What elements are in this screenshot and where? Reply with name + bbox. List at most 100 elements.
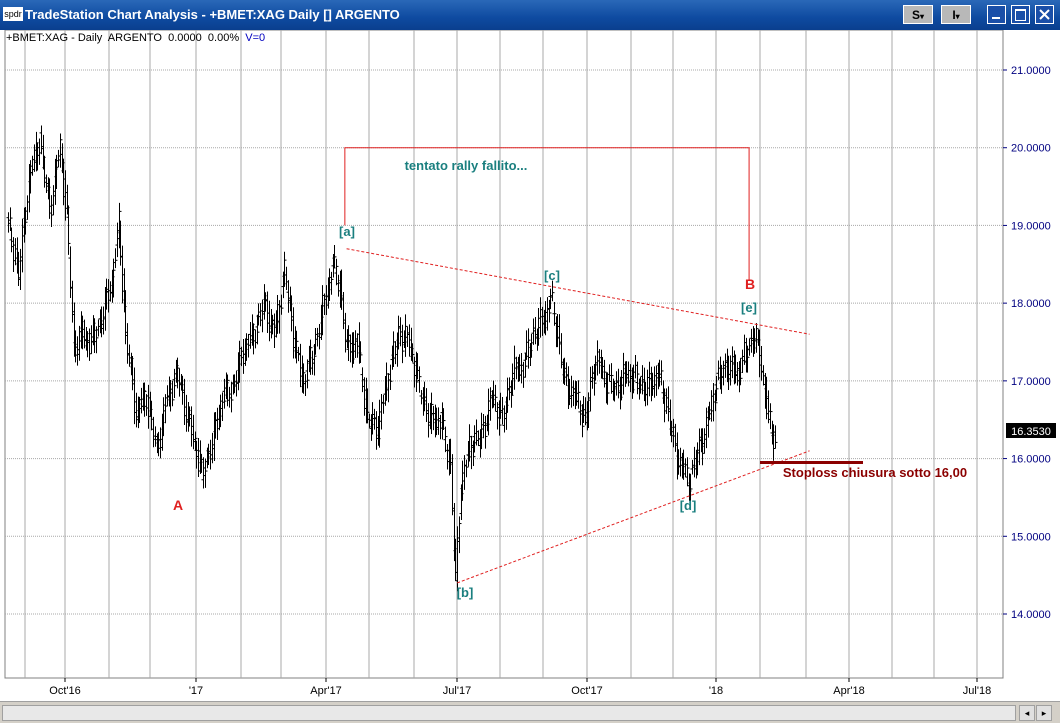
y-tick-label: 16.0000 bbox=[1011, 454, 1051, 466]
minimize-button[interactable] bbox=[987, 5, 1006, 24]
ohlc-bar bbox=[225, 374, 230, 407]
ohlc-bar bbox=[400, 324, 405, 364]
x-tick-label: '17 bbox=[189, 685, 203, 697]
last-price-box bbox=[1006, 423, 1056, 438]
ohlc-bar bbox=[34, 131, 39, 172]
ohlc-bar bbox=[441, 408, 446, 430]
horizontal-scrollbar[interactable]: ◂ ▸ bbox=[0, 701, 1060, 723]
y-tick-label: 20.0000 bbox=[1011, 143, 1051, 155]
ohlc-bar bbox=[305, 359, 310, 389]
plot-frame bbox=[4, 30, 1004, 679]
ohlc-bar bbox=[745, 345, 750, 373]
ohlc-bar bbox=[329, 271, 334, 295]
x-tick-label: Jul'18 bbox=[963, 685, 991, 697]
symbol-info-line: +BMET:XAG - Daily ARGENTO 0.0000 0.00% V… bbox=[6, 32, 265, 44]
ohlc-bar bbox=[113, 248, 118, 269]
ohlc-bar bbox=[222, 378, 227, 409]
window-title: TradeStation Chart Analysis - +BMET:XAG … bbox=[25, 7, 400, 22]
ohlc-bar bbox=[414, 351, 419, 393]
window-titlebar: spdr TradeStation Chart Analysis - +BMET… bbox=[0, 0, 1060, 30]
ohlc-bar bbox=[358, 341, 363, 363]
arrow-right-icon: ▸ bbox=[1041, 708, 1047, 718]
chevron-down-icon: ▾ bbox=[955, 12, 960, 21]
price-chart[interactable]: 14.0000 15.0000 16.0000 17.0000 18.0000 19.00… bbox=[0, 30, 1060, 701]
ohlc-bar bbox=[334, 258, 339, 286]
x-tick-label: Jul'17 bbox=[443, 685, 471, 697]
ohlc-bar bbox=[229, 381, 234, 413]
y-tick-label: 14.0000 bbox=[1011, 609, 1051, 621]
y-tick-label: 18.0000 bbox=[1011, 298, 1051, 310]
ohlc-bar bbox=[443, 426, 448, 453]
ohlc-bar bbox=[471, 440, 476, 467]
wave-label-sub-d: [d] bbox=[680, 498, 697, 513]
y-axis: 14.0000 15.0000 16.0000 17.0000 18.0000 19.00… bbox=[5, 65, 1051, 621]
ohlc-bars bbox=[6, 125, 778, 592]
maximize-button[interactable] bbox=[1011, 5, 1030, 24]
ohlc-bar bbox=[552, 302, 557, 326]
ohlc-bar bbox=[301, 363, 306, 394]
trendline-upper bbox=[346, 248, 810, 335]
scrollbar-thumb[interactable] bbox=[2, 705, 1016, 721]
ohlc-bar bbox=[255, 314, 260, 345]
y-tick-label: 21.0000 bbox=[1011, 65, 1051, 77]
ohlc-bar bbox=[457, 516, 462, 554]
volume-value: V=0 bbox=[245, 32, 266, 44]
ohlc-bar bbox=[279, 294, 284, 315]
ohlc-bar bbox=[631, 364, 636, 394]
ohlc-bar bbox=[576, 380, 581, 409]
ohlc-bar bbox=[526, 328, 531, 369]
ohlc-bar bbox=[659, 360, 664, 386]
ohlc-bar bbox=[605, 372, 610, 405]
stoploss-note: Stoploss chiusura sotto 16,00 bbox=[783, 465, 967, 480]
ohlc-bar bbox=[493, 384, 498, 412]
ohlc-bar bbox=[142, 382, 147, 417]
ohlc-bar bbox=[111, 258, 116, 298]
ohlc-bar bbox=[66, 205, 71, 255]
x-tick-label: Oct'17 bbox=[571, 685, 602, 697]
net-change: 0.0000 bbox=[168, 32, 202, 44]
ohlc-bar bbox=[738, 358, 743, 386]
close-button[interactable] bbox=[1035, 5, 1054, 24]
ohlc-bar bbox=[580, 404, 585, 438]
x-tick-label: '18 bbox=[709, 685, 723, 697]
arrow-left-icon: ◂ bbox=[1024, 708, 1030, 718]
chart-area[interactable]: 14.0000 15.0000 16.0000 17.0000 18.0000 19.00… bbox=[0, 30, 1060, 701]
percent-change: 0.00% bbox=[207, 32, 240, 44]
minimize-icon bbox=[992, 17, 1000, 19]
ohlc-bar bbox=[117, 202, 122, 249]
ohlc-bar bbox=[754, 323, 759, 353]
instrument-name: ARGENTO bbox=[107, 32, 162, 44]
wave-label-sub-e: [e] bbox=[741, 300, 757, 315]
ohlc-bar bbox=[713, 389, 718, 412]
scroll-right-button[interactable]: ▸ bbox=[1036, 705, 1052, 721]
ohlc-bar bbox=[592, 363, 597, 396]
i-menu-button[interactable]: I▾ bbox=[941, 5, 971, 24]
ohlc-bar bbox=[523, 352, 528, 378]
ohlc-bar bbox=[483, 415, 488, 449]
ohlc-bar bbox=[308, 339, 313, 375]
last-price-label: 16.3530 bbox=[1011, 426, 1051, 438]
ohlc-bar bbox=[768, 403, 773, 430]
ohlc-bar bbox=[688, 473, 693, 501]
ohlc-bar bbox=[175, 357, 180, 389]
scroll-left-button[interactable]: ◂ bbox=[1019, 705, 1035, 721]
i-label: I bbox=[952, 8, 956, 22]
s-label: S bbox=[911, 8, 920, 22]
ohlc-bar bbox=[365, 388, 370, 424]
ohlc-bar bbox=[685, 457, 690, 487]
rally-bracket bbox=[344, 147, 750, 280]
ohlc-bar bbox=[58, 133, 63, 168]
rally-note: tentato rally fallito... bbox=[405, 158, 528, 173]
maximize-icon bbox=[1015, 9, 1026, 21]
ohlc-bar bbox=[773, 425, 778, 449]
chevron-down-icon: ▾ bbox=[920, 12, 925, 21]
ohlc-bar bbox=[403, 314, 408, 357]
app-icon[interactable]: spdr bbox=[3, 7, 23, 21]
s-menu-button[interactable]: S▾ bbox=[903, 5, 933, 24]
ohlc-bar bbox=[332, 245, 337, 268]
x-tick-label: Oct'16 bbox=[49, 685, 80, 697]
ohlc-bar bbox=[312, 344, 317, 376]
y-tick-label: 17.0000 bbox=[1011, 376, 1051, 388]
ohlc-bar bbox=[193, 431, 198, 451]
ohlc-bar bbox=[609, 363, 614, 394]
